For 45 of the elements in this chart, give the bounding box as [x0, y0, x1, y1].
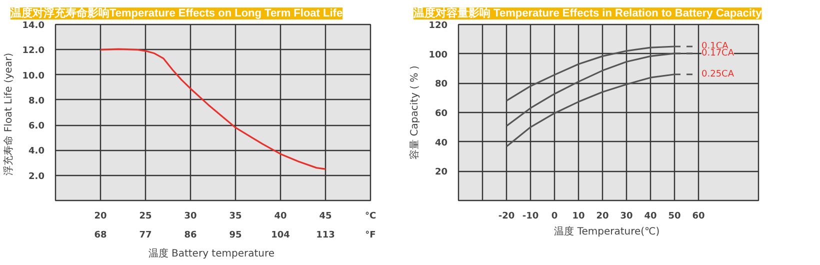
x-tick-label: 10: [572, 212, 585, 222]
x-tick-label: 25: [139, 212, 152, 222]
chart-title: 温度对容量影响 Temperature Effects in Relation to Battery Capacity: [412, 6, 763, 20]
x-tick-label: 30: [184, 212, 197, 222]
x-tick-label: -20: [498, 212, 515, 222]
y-tick-label: 100: [428, 50, 448, 60]
y-tick-label: 40: [434, 138, 448, 148]
y-tick-label: 10.0: [22, 71, 45, 82]
x-tick-label: 60: [692, 212, 705, 222]
series-label: 0.25CA: [702, 69, 735, 80]
y-axis-title: 浮充寿命 Float Life (year): [2, 52, 14, 176]
y-tick-label: 12.0: [22, 46, 45, 56]
x-tick-label: °C: [364, 212, 376, 222]
y-tick-label: 4.0: [28, 146, 45, 157]
x-tick-label: 20: [596, 212, 609, 222]
y-tick-label: 20: [434, 168, 448, 178]
x-tick-label: 40: [644, 212, 657, 222]
y-tick-label: 80: [434, 80, 448, 90]
x-tick-label: 30: [620, 212, 633, 222]
x2-tick-label: 77: [139, 230, 152, 240]
x2-tick-label: 104: [271, 230, 290, 240]
x2-tick-label: 113: [316, 230, 335, 240]
x-tick-label: 20: [94, 212, 107, 222]
x2-tick-label: 95: [229, 230, 242, 240]
series-label: 0.17CA: [702, 48, 735, 58]
chart-title: 温度对浮充寿命影响Temperature Effects on Long Term Float Life: [10, 6, 343, 20]
line-series: [100, 48, 326, 170]
x2-tick-label: 86: [184, 230, 197, 240]
y-tick-label: 120: [428, 21, 448, 31]
y-tick-label: 60: [434, 109, 448, 119]
x-tick-label: -10: [522, 212, 539, 222]
x-tick-label: 45: [319, 212, 332, 222]
y-tick-label: 8.0: [28, 96, 45, 106]
y-tick-label: 2.0: [28, 172, 45, 182]
x-tick-label: 50: [668, 212, 681, 222]
x-axis-title: 温度 Battery temperature: [148, 248, 275, 260]
x-tick-label: 0: [551, 212, 558, 222]
x-tick-label: 40: [274, 212, 287, 222]
x-tick-label: 35: [229, 212, 242, 222]
y-axis-title: 容量 Capacity ( % ): [408, 66, 421, 160]
x2-tick-label: 68: [94, 230, 107, 240]
x2-tick-label: °F: [365, 230, 376, 240]
y-tick-label: 14.0: [22, 21, 45, 31]
x-axis-title: 温度 Temperature(℃): [554, 226, 660, 238]
y-tick-label: 6.0: [28, 122, 45, 132]
